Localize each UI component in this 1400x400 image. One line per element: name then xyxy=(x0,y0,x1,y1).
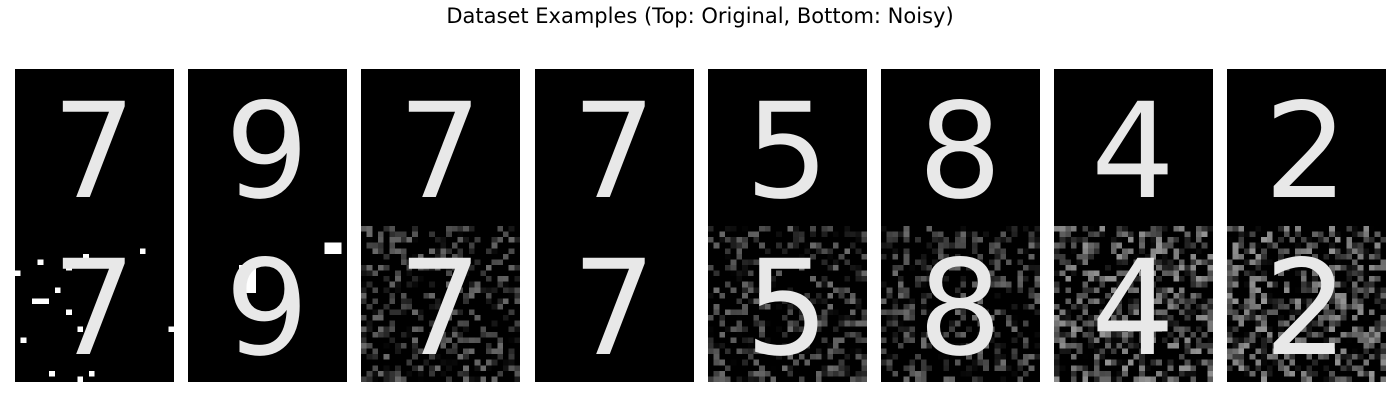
original-image: 9 xyxy=(188,69,347,225)
original-image: 7 xyxy=(361,69,520,225)
digit-glyph: 5 xyxy=(745,232,829,382)
digit-noisy-7: 2 xyxy=(1264,232,1348,382)
digit-noisy-0: 7 xyxy=(52,232,136,382)
original-image: 7 xyxy=(15,69,174,225)
digit-glyph: 8 xyxy=(918,75,1002,225)
figure-title: Dataset Examples (Top: Original, Bottom:… xyxy=(446,4,954,28)
digit-glyph: 9 xyxy=(225,75,309,225)
noisy-image: 7 xyxy=(15,226,174,382)
noisy-image: 7 xyxy=(535,226,694,382)
noise-layer xyxy=(361,226,520,382)
digit-glyph: 7 xyxy=(52,75,136,225)
noisy-image: 5 xyxy=(708,226,867,382)
digit-glyph: 9 xyxy=(225,232,309,382)
digit-glyph: 2 xyxy=(1264,232,1348,382)
digit-noisy-5: 8 xyxy=(918,232,1002,382)
noise-layer xyxy=(1054,226,1213,382)
original-image: 7 xyxy=(535,69,694,225)
noisy-image: 7 xyxy=(361,226,520,382)
digit-noisy-1: 9 xyxy=(225,232,309,382)
digit-noisy-6: 4 xyxy=(1091,232,1175,382)
digit-noisy-3: 7 xyxy=(572,232,656,382)
digit-original-7: 2 xyxy=(1264,75,1348,225)
digit-original-1: 9 xyxy=(225,75,309,225)
digit-glyph: 4 xyxy=(1091,75,1175,225)
noise-layer xyxy=(708,226,867,382)
digit-original-3: 7 xyxy=(572,75,656,225)
digit-glyph: 7 xyxy=(572,75,656,225)
digit-original-2: 7 xyxy=(398,75,482,225)
noisy-image: 4 xyxy=(1054,226,1213,382)
original-image: 4 xyxy=(1054,69,1213,225)
original-image: 2 xyxy=(1227,69,1386,225)
digit-noisy-4: 5 xyxy=(745,232,829,382)
noise-layer xyxy=(15,226,174,382)
digit-glyph: 2 xyxy=(1264,75,1348,225)
noise-layer xyxy=(1227,226,1386,382)
digit-glyph: 4 xyxy=(1091,232,1175,382)
digit-glyph: 7 xyxy=(398,232,482,382)
digit-noisy-2: 7 xyxy=(398,232,482,382)
digit-glyph: 7 xyxy=(398,75,482,225)
digit-glyph: 5 xyxy=(745,75,829,225)
digit-glyph: 7 xyxy=(52,232,136,382)
original-image: 5 xyxy=(708,69,867,225)
digit-original-0: 7 xyxy=(52,75,136,225)
digit-original-6: 4 xyxy=(1091,75,1175,225)
digit-glyph: 7 xyxy=(572,232,656,382)
original-image: 8 xyxy=(881,69,1040,225)
digit-original-5: 8 xyxy=(918,75,1002,225)
noise-layer xyxy=(881,226,1040,382)
digit-original-4: 5 xyxy=(745,75,829,225)
noise-layer xyxy=(188,226,347,382)
noisy-image: 9 xyxy=(188,226,347,382)
noisy-image: 2 xyxy=(1227,226,1386,382)
noisy-image: 8 xyxy=(881,226,1040,382)
digit-glyph: 8 xyxy=(918,232,1002,382)
